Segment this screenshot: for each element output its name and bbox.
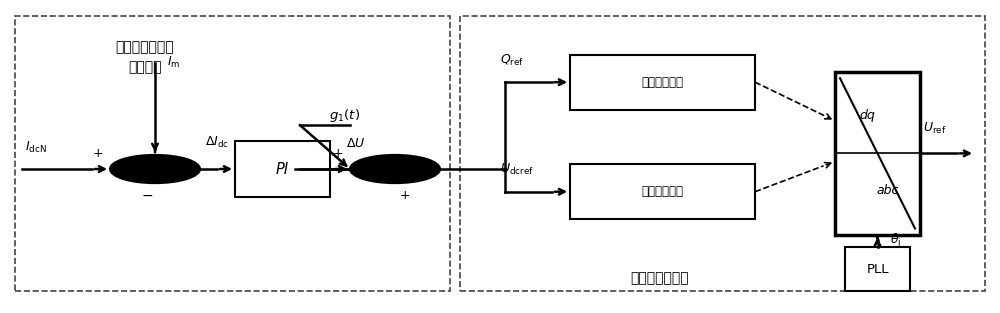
- Text: 高端阀组电流偏
差量提取: 高端阀组电流偏 差量提取: [116, 41, 174, 74]
- Text: abc: abc: [877, 184, 899, 197]
- Text: −: −: [141, 189, 153, 203]
- Circle shape: [350, 155, 440, 183]
- Bar: [235, 141, 330, 197]
- Text: +: +: [93, 147, 103, 160]
- Text: 高端阀组控制器: 高端阀组控制器: [631, 272, 689, 285]
- Text: PI: PI: [276, 162, 289, 177]
- Text: $U_{\rm dcref}$: $U_{\rm dcref}$: [500, 162, 534, 177]
- Text: $Q_{\rm ref}$: $Q_{\rm ref}$: [500, 53, 524, 68]
- Text: +: +: [400, 189, 410, 202]
- Text: 无功外环控制: 无功外环控制: [642, 76, 684, 89]
- Bar: [460, 16, 985, 291]
- Text: 有功外环控制: 有功外环控制: [642, 185, 684, 198]
- Text: PLL: PLL: [866, 263, 889, 276]
- Bar: [570, 55, 755, 110]
- Text: $g_1(t)$: $g_1(t)$: [329, 107, 361, 124]
- Text: $I_{\rm dcN}$: $I_{\rm dcN}$: [25, 140, 47, 155]
- Bar: [15, 16, 450, 291]
- Text: $\Delta U$: $\Delta U$: [346, 137, 365, 150]
- Text: $\Delta I_{\rm dc}$: $\Delta I_{\rm dc}$: [205, 135, 230, 150]
- Text: $U_{\rm ref}$: $U_{\rm ref}$: [923, 121, 946, 136]
- Bar: [570, 164, 755, 219]
- Circle shape: [110, 155, 200, 183]
- Bar: [835, 72, 920, 235]
- Text: +: +: [333, 147, 343, 160]
- Bar: [845, 247, 910, 291]
- Text: dq: dq: [859, 110, 875, 122]
- Text: $\theta_{\rm j}$: $\theta_{\rm j}$: [890, 232, 901, 250]
- Text: $I_{\rm m}$: $I_{\rm m}$: [167, 55, 180, 70]
